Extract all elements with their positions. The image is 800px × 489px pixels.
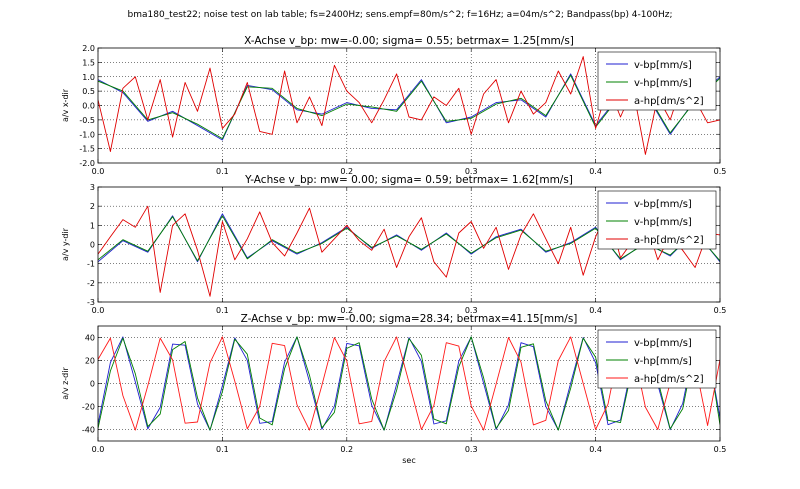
- y-tick-label: -0.5: [79, 116, 95, 125]
- legend: v-bp[mm/s] v-hp[mm/s] a-hp[dm/s^2]: [597, 51, 717, 111]
- legend-entry: a-hp[dm/s^2]: [634, 374, 704, 385]
- x-tick-label: 0.3: [465, 306, 478, 315]
- x-tick-label: 0.0: [92, 306, 105, 315]
- y-axis-label: a/v z-dir: [61, 367, 70, 400]
- x-tick-label: 0.3: [465, 445, 478, 454]
- y-tick-label: -40: [82, 426, 95, 435]
- y-tick-label: -3: [87, 298, 95, 307]
- x-axis-label: sec: [402, 456, 416, 465]
- y-tick-label: 0: [90, 380, 95, 389]
- x-tick-label: 0.2: [340, 306, 353, 315]
- y-tick-label: -20: [82, 403, 95, 412]
- figure-suptitle: bma180_test22; noise test on lab table; …: [128, 10, 673, 20]
- legend-entry: v-hp[mm/s]: [634, 78, 692, 89]
- y-tick-label: 1.0: [82, 73, 95, 82]
- series-line-2: [98, 215, 720, 262]
- y-tick-label: -1.0: [79, 130, 95, 139]
- x-tick-label: 0.5: [714, 306, 727, 315]
- x-tick-label: 0.5: [714, 167, 727, 176]
- x-tick-label: 0.4: [589, 445, 602, 454]
- legend-entry: v-bp[mm/s]: [634, 338, 692, 349]
- y-axis-label: a/v x-dir: [61, 88, 70, 122]
- y-tick-label: -1: [87, 260, 95, 269]
- x-tick-label: 0.5: [714, 445, 727, 454]
- chart-title: X-Achse v_bp: mw=-0.00; sigma= 0.55; bet…: [244, 35, 574, 47]
- y-tick-label: 3: [90, 183, 95, 192]
- plot-frame: [97, 47, 721, 164]
- legend-box: [597, 329, 717, 389]
- legend-entry: v-bp[mm/s]: [634, 199, 692, 210]
- y-tick-label: 0: [90, 241, 95, 250]
- legend-entry: a-hp[dm/s^2]: [634, 96, 704, 107]
- chart-panel-3: Z-Achse v_bp: mw=-0.00; sigma=28.34; bet…: [61, 313, 726, 465]
- y-tick-label: 2: [90, 202, 95, 211]
- plot-frame: [97, 325, 721, 442]
- plot-frame: [97, 186, 721, 303]
- x-tick-label: 0.4: [589, 306, 602, 315]
- x-tick-label: 0.2: [340, 167, 353, 176]
- legend-entry: v-hp[mm/s]: [634, 356, 692, 367]
- chart-title: Y-Achse v_bp: mw= 0.00; sigma= 0.59; bet…: [244, 174, 573, 186]
- legend: v-bp[mm/s] v-hp[mm/s] a-hp[dm/s^2]: [597, 329, 717, 389]
- x-tick-label: 0.4: [589, 167, 602, 176]
- legend-entry: a-hp[dm/s^2]: [634, 235, 704, 246]
- legend-entry: v-hp[mm/s]: [634, 217, 692, 228]
- y-tick-label: 0.5: [82, 87, 95, 96]
- chart-title: Z-Achse v_bp: mw=-0.00; sigma=28.34; bet…: [241, 313, 578, 325]
- chart-panel-2: Y-Achse v_bp: mw= 0.00; sigma= 0.59; bet…: [61, 174, 726, 315]
- x-tick-label: 0.1: [216, 445, 229, 454]
- y-tick-label: 40: [85, 334, 95, 343]
- y-tick-label: 1: [90, 221, 95, 230]
- y-tick-label: 20: [85, 357, 95, 366]
- y-tick-label: -2: [87, 279, 95, 288]
- y-tick-label: 1.5: [82, 58, 95, 67]
- y-tick-label: 0.0: [82, 102, 95, 111]
- x-tick-label: 0.1: [216, 167, 229, 176]
- y-tick-label: 2.0: [82, 44, 95, 53]
- x-tick-label: 0.2: [340, 445, 353, 454]
- y-tick-label: -1.5: [79, 145, 95, 154]
- x-tick-label: 0.3: [465, 167, 478, 176]
- legend-entry: v-bp[mm/s]: [634, 60, 692, 71]
- x-tick-label: 0.1: [216, 306, 229, 315]
- x-tick-label: 0.0: [92, 445, 105, 454]
- chart-panel-1: X-Achse v_bp: mw=-0.00; sigma= 0.55; bet…: [61, 35, 726, 176]
- x-tick-label: 0.0: [92, 167, 105, 176]
- series-line-2: [98, 336, 720, 431]
- y-tick-label: -2.0: [79, 159, 95, 168]
- legend: v-bp[mm/s] v-hp[mm/s] a-hp[dm/s^2]: [597, 190, 717, 250]
- y-axis-label: a/v y-dir: [61, 227, 70, 261]
